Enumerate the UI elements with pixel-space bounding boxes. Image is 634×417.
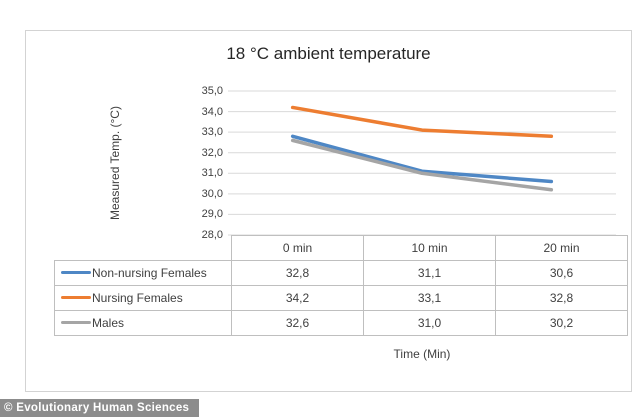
table-header-row: 0 min 10 min 20 min (55, 235, 628, 261)
y-tick: 33,0 (201, 126, 223, 138)
x-axis-title: Time (Min) (393, 347, 451, 361)
table-cell: 34,2 (231, 285, 364, 311)
series-line-swatch (61, 271, 91, 275)
watermark: © Evolutionary Human Sciences (0, 399, 200, 417)
plot-area (228, 90, 616, 236)
series-line-swatch (61, 296, 91, 300)
table-corner-cell (55, 236, 232, 261)
y-tick: 28,0 (201, 229, 223, 241)
table-cell: 31,0 (363, 310, 496, 336)
series-line (290, 134, 554, 184)
table-row: Non-nursing Females 32,8 31,1 30,6 (54, 260, 628, 286)
y-tick: 34,0 (201, 106, 223, 118)
series-name: Nursing Females (92, 291, 183, 305)
table-cell: 32,6 (231, 310, 364, 336)
y-tick: 35,0 (201, 85, 223, 97)
table-cell: 31,1 (363, 260, 496, 286)
series-name: Males (92, 316, 125, 330)
table-cell: 30,6 (495, 260, 628, 286)
data-table: 0 min 10 min 20 min Non-nursing Females … (54, 235, 628, 336)
series-name: Non-nursing Females (92, 266, 207, 280)
y-tick: 32,0 (201, 147, 223, 159)
table-cell: 30,2 (495, 310, 628, 336)
y-tick: 30,0 (201, 188, 223, 200)
table-row: Males 32,6 31,0 30,2 (54, 310, 628, 336)
table-cell: 33,1 (363, 285, 496, 311)
y-axis-ticks: 35,0 34,0 33,0 32,0 31,0 30,0 29,0 28,0 (175, 85, 223, 241)
column-header: 0 min (231, 235, 364, 261)
chart-frame: 18 °C ambient temperature Measured Temp.… (25, 30, 632, 392)
series-line-swatch (61, 321, 91, 325)
column-header: 20 min (495, 235, 628, 261)
y-axis-title: Measured Temp. (°C) (108, 106, 122, 220)
series-line (290, 138, 554, 192)
series-line (290, 105, 554, 139)
table-cell: 32,8 (495, 285, 628, 311)
table-cell: 32,8 (231, 260, 364, 286)
y-tick: 29,0 (201, 208, 223, 220)
table-row: Nursing Females 34,2 33,1 32,8 (54, 285, 628, 311)
chart-title: 18 °C ambient temperature (226, 44, 431, 63)
y-tick: 31,0 (201, 167, 223, 179)
column-header: 10 min (363, 235, 496, 261)
